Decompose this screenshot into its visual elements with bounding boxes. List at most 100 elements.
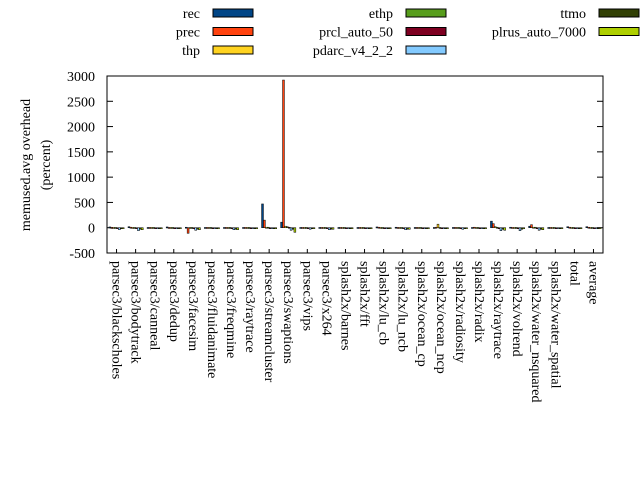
bar-pdarc_v4_2_2 (251, 227, 255, 229)
bar-prcl_auto_50 (154, 227, 157, 229)
bar-ttmo (177, 227, 180, 229)
bar-pdarc_v4_2_2 (404, 227, 407, 230)
bar-pdarc_v4_2_2 (385, 227, 388, 229)
bar-rec (242, 227, 245, 229)
y-tick-label: 1500 (67, 146, 95, 161)
bar-pdarc_v4_2_2 (537, 227, 541, 231)
legend-swatch (212, 27, 254, 36)
bar-ethp (438, 227, 442, 229)
bar-prcl_auto_50 (249, 227, 253, 229)
bar-thp (417, 227, 421, 229)
bar-prec (225, 227, 228, 229)
bar-ethp (572, 227, 575, 229)
bar-ethp (305, 227, 308, 229)
y-axis-label-line2: (percent) (39, 139, 54, 190)
legend-label: thp (182, 44, 200, 59)
y-axis-label-line1: memused.avg overhead (19, 99, 34, 231)
y-tick-label: -500 (69, 247, 95, 262)
bar-pdarc_v4_2_2 (213, 227, 216, 229)
bars (108, 79, 602, 234)
bar-prec (282, 79, 285, 228)
bar-ttmo (139, 227, 142, 230)
bar-rec (165, 226, 169, 229)
bar-rec (108, 226, 112, 229)
bar-pdarc_v4_2_2 (442, 227, 445, 229)
bar-plrus_auto_7000 (522, 227, 526, 229)
bar-prcl_auto_50 (402, 227, 405, 229)
bar-ttmo (501, 227, 505, 230)
legend-swatch (405, 45, 447, 55)
bar-ttmo (539, 227, 543, 230)
bar-pdarc_v4_2_2 (366, 227, 369, 229)
bar-ttmo (272, 227, 276, 229)
bar-pdarc_v4_2_2 (480, 227, 484, 229)
bar-prec (244, 227, 247, 229)
bar-pdarc_v4_2_2 (423, 227, 426, 229)
y-tick-label: 1000 (67, 171, 95, 186)
bar-plrus_auto_7000 (160, 227, 163, 229)
bar-prec (110, 227, 113, 229)
bar-plrus_auto_7000 (331, 227, 335, 230)
x-tick-label: splash2x/lu_ncb (395, 261, 410, 352)
x-tick-label: parsec3/facesim (185, 261, 200, 351)
bar-prcl_auto_50 (516, 227, 520, 229)
bar-thp (513, 227, 516, 229)
bar-prcl_auto_50 (116, 227, 119, 229)
legend-label: ttmo (560, 7, 586, 22)
legend-swatch (598, 8, 640, 18)
bar-ttmo (368, 227, 371, 229)
bar-rec (146, 227, 150, 229)
bar-ethp (171, 227, 175, 229)
bar-thp (532, 226, 535, 229)
bar-thp (455, 227, 459, 229)
bar-prcl_auto_50 (459, 227, 463, 229)
bar-plrus_auto_7000 (389, 227, 392, 229)
x-tick-label: splash2x/lu_cb (376, 261, 391, 345)
x-tick-label: parsec3/fluidanimate (204, 261, 219, 378)
x-tick-label: parsec3/streamcluster (261, 261, 276, 383)
bar-plrus_auto_7000 (141, 227, 144, 230)
bar-pdarc_v4_2_2 (194, 227, 197, 231)
bar-rec (261, 203, 264, 228)
bar-prec (568, 226, 571, 229)
bar-rec (585, 226, 589, 228)
x-tick-label: parsec3/blackscholes (109, 261, 124, 379)
bar-ethp (114, 227, 117, 229)
bar-ethp (362, 227, 365, 229)
bar-thp (494, 226, 497, 228)
bar-ethp (591, 227, 594, 229)
bar-ttmo (520, 227, 524, 230)
x-tick-label: total (566, 261, 581, 286)
bar-thp (379, 227, 382, 229)
bar-thp (169, 227, 173, 229)
bar-rec (299, 227, 302, 229)
bar-ttmo (406, 227, 409, 230)
bar-pdarc_v4_2_2 (347, 227, 350, 229)
bar-prec (148, 227, 152, 229)
bar-prec (377, 226, 381, 229)
bar-prec (301, 227, 304, 229)
bar-ttmo (196, 227, 199, 230)
bar-ethp (381, 227, 384, 229)
bar-prec (587, 226, 590, 229)
bar-thp (246, 227, 249, 229)
x-tick-label: splash2x/radix (471, 261, 486, 343)
bar-plrus_auto_7000 (217, 227, 220, 229)
bar-pdarc_v4_2_2 (308, 227, 312, 230)
legend-label: prcl_auto_50 (319, 26, 393, 41)
bar-thp (284, 225, 287, 228)
legend-swatch (405, 8, 447, 18)
bar-ttmo (234, 227, 237, 230)
bar-plrus_auto_7000 (350, 227, 354, 229)
bar-ethp (209, 227, 213, 229)
bar-plrus_auto_7000 (255, 227, 258, 229)
bar-plrus_auto_7000 (369, 227, 373, 229)
x-tick-label: parsec3/canneal (147, 261, 162, 350)
bar-pdarc_v4_2_2 (289, 227, 293, 231)
legend-swatch (598, 27, 640, 36)
bar-thp (188, 227, 192, 229)
legend: rec prec thp ethp prcl_auto_50 pdarc_v4_2_2 tt… (176, 7, 640, 59)
bar-rec (184, 226, 188, 229)
bar-prcl_auto_50 (364, 227, 367, 229)
